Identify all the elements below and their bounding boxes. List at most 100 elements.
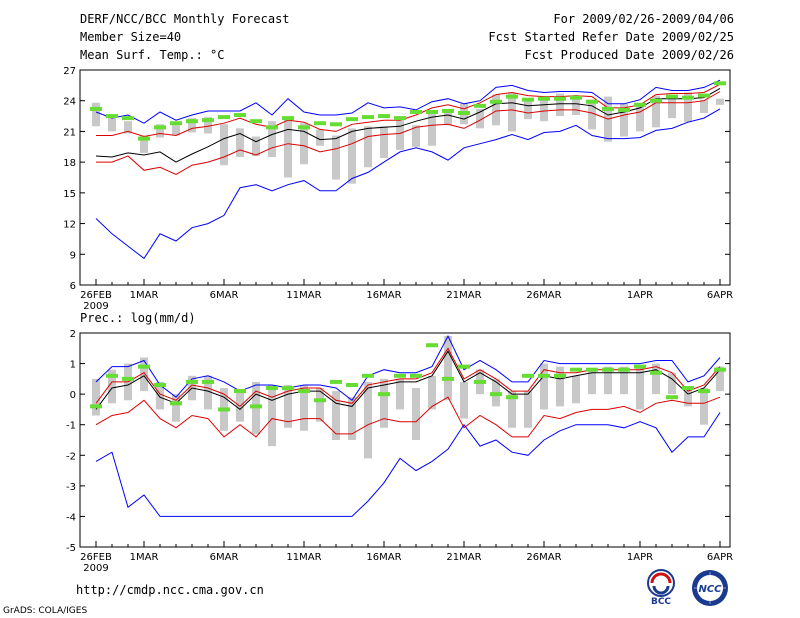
median-marker — [234, 113, 246, 118]
forecast-produced-date: Fcst Produced Date 2009/02/26 — [524, 48, 734, 62]
median-marker — [538, 96, 550, 101]
median-marker — [90, 404, 102, 409]
median-marker — [490, 99, 502, 104]
median-marker — [394, 373, 406, 378]
ensemble-box — [236, 128, 244, 158]
ensemble-box — [444, 108, 452, 126]
forecast-start-date: Fcst Started Refer Date 2009/02/25 — [488, 30, 734, 44]
median-marker — [186, 119, 198, 124]
ensemble-box — [140, 357, 148, 392]
median-marker — [346, 382, 358, 387]
median-marker — [650, 370, 662, 375]
series-line-lower — [96, 91, 721, 175]
ncc-logo-text: NCC — [698, 584, 722, 595]
ensemble-box — [524, 98, 532, 120]
median-marker — [442, 376, 454, 381]
ensemble-box — [652, 363, 660, 395]
median-marker — [698, 93, 710, 98]
y-tick-label: -3 — [66, 482, 76, 493]
median-marker — [90, 106, 102, 111]
median-marker — [250, 119, 262, 124]
ensemble-box — [204, 117, 212, 134]
ensemble-box — [284, 118, 292, 178]
y-tick-label: 12 — [63, 220, 76, 231]
ensemble-box — [316, 129, 324, 146]
ensemble-box — [108, 369, 116, 404]
ensemble-box — [412, 388, 420, 440]
ensemble-box — [348, 128, 356, 184]
variable-label: Mean Surf. Temp.: °C — [80, 48, 225, 62]
median-marker — [250, 404, 262, 409]
median-marker — [314, 121, 326, 126]
median-marker — [426, 343, 438, 348]
y-tick-label: -4 — [66, 512, 76, 523]
y-tick-label: -5 — [66, 543, 76, 554]
ensemble-box — [300, 384, 308, 431]
grads-credit: GrADS: COLA/IGES — [3, 606, 88, 616]
median-marker — [346, 117, 358, 122]
median-marker — [570, 95, 582, 100]
ensemble-box — [92, 378, 100, 416]
median-marker — [714, 81, 726, 86]
ensemble-box — [428, 375, 436, 410]
x-tick-label: 21MAR — [446, 552, 481, 563]
ensemble-box — [380, 378, 388, 428]
plot-frame-0 — [79, 69, 731, 286]
series-line-max — [95, 79, 721, 124]
median-marker — [234, 389, 246, 394]
ensemble-box — [124, 121, 132, 134]
median-marker — [202, 379, 214, 384]
ensemble-box — [332, 391, 340, 440]
y-tick-label: 2 — [70, 329, 76, 340]
ensemble-box — [332, 135, 340, 180]
x-tick-label: 11MAR — [286, 290, 321, 301]
ensemble-box — [524, 391, 532, 428]
median-marker — [298, 389, 310, 394]
x-tick-label: 1APR — [627, 290, 653, 301]
ensemble-box — [620, 366, 628, 395]
y-tick-label: 21 — [63, 127, 76, 138]
ensemble-box — [572, 375, 580, 404]
median-marker — [218, 407, 230, 412]
median-marker — [330, 122, 342, 127]
median-marker — [714, 367, 726, 372]
ensemble-box — [92, 102, 100, 127]
x-tick-label: 6MAR — [210, 290, 239, 301]
ensemble-box — [268, 121, 276, 158]
ensemble-box — [556, 366, 564, 407]
median-marker — [410, 373, 422, 378]
ensemble-box — [652, 95, 660, 128]
ensemble-box — [412, 125, 420, 147]
median-marker — [170, 401, 182, 406]
median-marker — [122, 116, 134, 121]
ensemble-box — [684, 388, 692, 407]
median-marker — [394, 116, 406, 121]
median-marker — [458, 111, 470, 115]
median-marker — [522, 97, 534, 102]
x-tick-label: 1APR — [627, 552, 653, 563]
source-url[interactable]: http://cmdp.ncc.cma.gov.cn — [76, 583, 264, 597]
y-tick-label: 15 — [63, 189, 76, 200]
x-tick-label: 26MAR — [526, 290, 561, 301]
y-tick-label: -2 — [66, 451, 76, 462]
ensemble-box — [172, 125, 180, 136]
median-marker — [682, 95, 694, 100]
median-marker — [378, 392, 390, 397]
median-marker — [106, 114, 118, 119]
ensemble-box — [508, 92, 516, 132]
median-marker — [474, 103, 486, 108]
series-line-lower — [95, 396, 721, 438]
ensemble-box — [364, 126, 372, 168]
median-marker — [410, 109, 422, 114]
ensemble-box — [604, 366, 612, 395]
median-marker — [634, 364, 646, 369]
median-marker — [282, 116, 294, 121]
median-marker — [666, 94, 678, 99]
median-marker — [666, 395, 678, 400]
y-tick-label: 18 — [63, 158, 76, 169]
median-marker — [186, 379, 198, 384]
x-year-label: 2009 — [83, 563, 108, 574]
median-marker — [266, 125, 278, 130]
median-marker — [442, 108, 454, 113]
series-line-max — [95, 334, 721, 402]
